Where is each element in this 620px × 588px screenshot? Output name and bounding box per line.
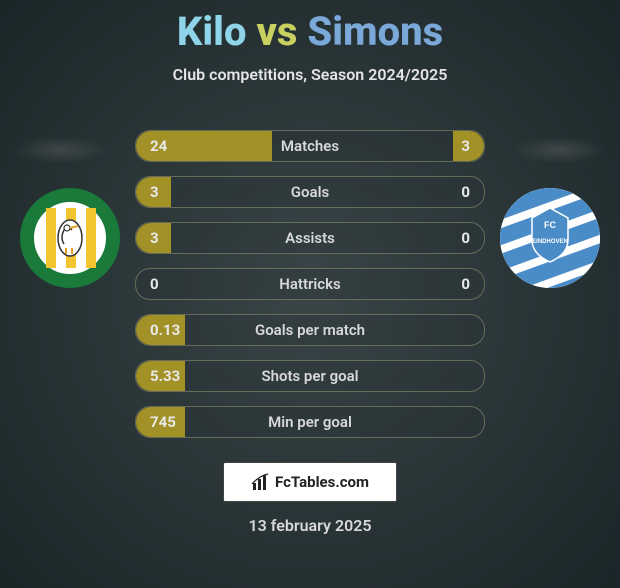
subtitle: Club competitions, Season 2024/2025 (0, 65, 620, 84)
fctables-logo[interactable]: FcTables.com (223, 462, 397, 502)
stat-label: Hattricks (136, 275, 484, 293)
svg-text:FC: FC (544, 220, 556, 230)
stat-label: Goals per match (136, 321, 484, 339)
player2-shadow (512, 136, 608, 164)
stat-label: Assists (136, 229, 484, 247)
comparison-title: Kilo vs Simons (0, 8, 620, 55)
stat-row: 745Min per goal (135, 406, 485, 438)
stat-row: 243Matches (135, 130, 485, 162)
ado-den-haag-crest-icon (40, 208, 100, 268)
stat-row: 5.33Shots per goal (135, 360, 485, 392)
stat-label: Goals (136, 183, 484, 201)
date-text: 13 february 2025 (0, 516, 620, 535)
fc-eindhoven-crest-icon: FC EINDHOVEN (500, 188, 600, 288)
fctables-text: FcTables.com (275, 473, 369, 491)
stat-row: 0.13Goals per match (135, 314, 485, 346)
player1-name: Kilo (177, 8, 247, 55)
stats-container: 243Matches 30Goals 30Assists 00Hattricks 0.1… (135, 130, 485, 452)
player2-club-badge: FC EINDHOVEN (500, 188, 600, 288)
bar-chart-icon (251, 472, 271, 492)
stat-row: 00Hattricks (135, 268, 485, 300)
stat-label: Shots per goal (136, 367, 484, 385)
stat-row: 30Assists (135, 222, 485, 254)
svg-text:EINDHOVEN: EINDHOVEN (532, 239, 568, 245)
player1-club-badge (20, 188, 120, 288)
stat-label: Matches (136, 137, 484, 155)
stat-row: 30Goals (135, 176, 485, 208)
player2-name: Simons (307, 8, 443, 55)
vs-text: vs (256, 8, 297, 55)
stat-label: Min per goal (136, 413, 484, 431)
player1-shadow (12, 136, 108, 164)
